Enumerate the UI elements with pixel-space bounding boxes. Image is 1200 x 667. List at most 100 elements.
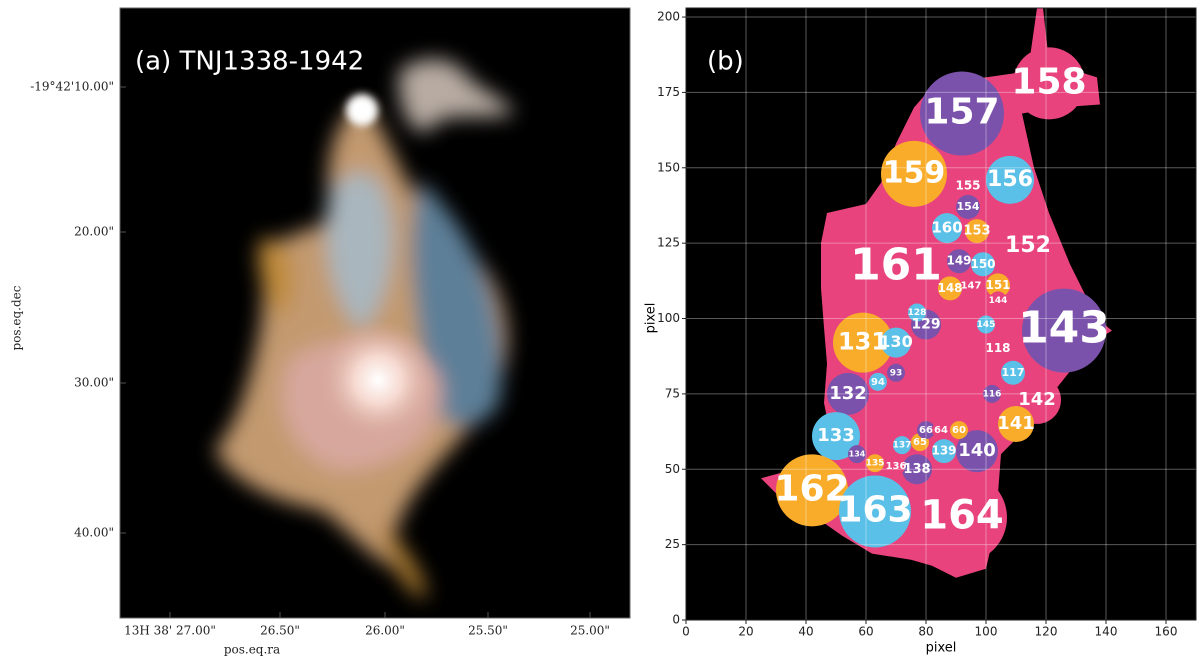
x-tick-label: 100 <box>975 625 998 639</box>
region <box>1022 288 1106 373</box>
y-tick-label: 30.00" <box>74 376 114 390</box>
region-label: 148 <box>937 281 962 295</box>
region <box>956 194 980 219</box>
region <box>947 249 971 274</box>
region <box>956 430 998 473</box>
x-tick-label: 26.00" <box>365 624 405 638</box>
region <box>932 213 962 244</box>
region-label: 149 <box>946 254 971 268</box>
region-label: 155 <box>955 178 980 192</box>
region <box>998 406 1034 443</box>
image-panel-a <box>120 8 630 618</box>
region <box>812 412 860 461</box>
region <box>866 454 884 473</box>
y-tick-label: 50 <box>665 462 680 476</box>
region <box>887 363 905 382</box>
panel-label: (b) <box>707 47 744 77</box>
region <box>998 216 1058 277</box>
x-tick-label: 60 <box>858 625 873 639</box>
x-tick-label: 120 <box>1035 625 1058 639</box>
region-label: 159 <box>883 155 946 190</box>
region <box>776 454 848 527</box>
region-label: 93 <box>890 368 903 378</box>
region <box>1013 47 1085 120</box>
region-label: 128 <box>908 308 927 318</box>
region <box>983 384 1001 403</box>
region <box>938 276 962 301</box>
region-label: 133 <box>817 425 855 446</box>
region-label: 132 <box>829 383 867 404</box>
x-tick-label: 0 <box>682 625 690 639</box>
region <box>920 71 1004 156</box>
y-tick-label: 200 <box>657 10 680 24</box>
region-label: 140 <box>958 440 996 461</box>
region-label: 137 <box>893 441 912 451</box>
region <box>971 252 995 277</box>
region-label: 147 <box>961 280 982 291</box>
region <box>881 327 911 358</box>
x-tick-label: 25.00" <box>570 624 610 638</box>
region <box>869 372 887 391</box>
panel-label: (a) TNJ1338-1942 <box>135 47 364 77</box>
region-label: 158 <box>1011 61 1086 102</box>
x-tick-label: 26.50" <box>260 624 300 638</box>
region <box>827 372 869 415</box>
y-tick-label: 20.00" <box>74 225 114 239</box>
region <box>986 155 1034 204</box>
region-label: 129 <box>911 317 940 333</box>
x-tick-label: 140 <box>1095 625 1118 639</box>
region <box>887 457 905 476</box>
region-label: 151 <box>985 278 1010 292</box>
region <box>956 173 980 198</box>
x-tick-label: 80 <box>918 625 933 639</box>
region-label: 145 <box>977 320 996 330</box>
x-tick-label: 25.50" <box>468 624 508 638</box>
region-label: 66 <box>919 425 933 436</box>
region-label: 138 <box>903 462 930 477</box>
region <box>977 315 995 334</box>
region <box>962 276 980 295</box>
region <box>932 439 956 464</box>
region-label: 118 <box>985 341 1010 355</box>
region-label: 161 <box>850 239 942 290</box>
region <box>881 140 947 207</box>
region-label: 135 <box>866 459 885 469</box>
region-label: 153 <box>963 224 990 239</box>
region-label: 164 <box>920 492 1004 538</box>
region-label: 134 <box>849 450 866 459</box>
frame-b <box>685 7 1197 621</box>
region <box>950 421 968 440</box>
region-label: 116 <box>983 389 1002 399</box>
frame-a <box>119 7 631 619</box>
region-label: 60 <box>952 425 966 436</box>
y-axis-title: pixel <box>644 303 659 334</box>
region <box>839 475 911 548</box>
region <box>917 421 935 440</box>
region <box>965 219 989 244</box>
region-label: 144 <box>989 296 1008 306</box>
y-tick-label: 175 <box>657 85 680 99</box>
region <box>908 303 926 322</box>
region-label: 143 <box>1018 303 1110 354</box>
region-label: 160 <box>931 219 962 237</box>
x-tick-label: 13H 38' 27.00" <box>124 624 216 638</box>
region-label: 117 <box>1002 366 1025 379</box>
region <box>917 472 1007 563</box>
region <box>902 454 932 485</box>
y-tick-label: 25 <box>665 537 680 551</box>
region-label: 136 <box>886 461 907 472</box>
region <box>986 336 1010 361</box>
region-label: 163 <box>837 489 912 530</box>
region <box>848 219 944 316</box>
region-label: 139 <box>931 444 956 458</box>
y-tick-label: 0 <box>672 613 680 627</box>
x-tick-label: 40 <box>798 625 813 639</box>
region <box>833 312 893 373</box>
region-label: 157 <box>924 92 999 133</box>
region-label: 142 <box>1018 389 1056 410</box>
x-axis-title: pos.eq.ra <box>224 643 280 657</box>
region-label: 156 <box>987 167 1033 192</box>
region <box>932 421 950 440</box>
region <box>989 291 1007 310</box>
